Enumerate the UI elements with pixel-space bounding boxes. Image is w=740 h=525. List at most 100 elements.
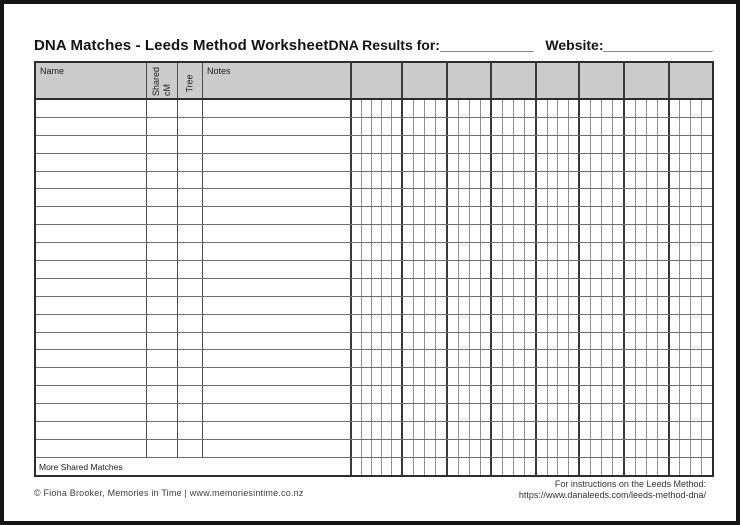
grid-cell <box>567 261 579 278</box>
notes-cell <box>202 100 350 117</box>
grid-cell <box>634 261 646 278</box>
name-cell <box>36 225 146 242</box>
grid-cell <box>645 207 657 225</box>
grid-cell <box>457 296 469 314</box>
shared-cm-cell <box>146 117 177 135</box>
grid-cell <box>656 350 668 368</box>
grid-group <box>623 350 668 368</box>
grid-cell <box>492 189 502 206</box>
grid-group <box>623 207 668 225</box>
grid-cell <box>567 278 579 296</box>
grid-group <box>534 368 579 386</box>
name-cell <box>36 100 146 117</box>
grid-cell <box>546 350 558 368</box>
grid-cell <box>690 314 701 332</box>
table-row <box>36 422 712 440</box>
grid-cell <box>645 117 657 135</box>
grid-cell <box>502 422 513 439</box>
grid-cell <box>557 243 568 261</box>
grid-cell <box>424 314 435 332</box>
grid-cell <box>670 189 680 206</box>
grid-cell <box>371 332 381 350</box>
footer-instructions: For instructions on the Leeds Method: ht… <box>519 479 706 500</box>
grid-group <box>445 439 491 457</box>
grid-group <box>623 261 668 278</box>
tree-cell <box>177 350 202 368</box>
grid-cell <box>352 333 361 350</box>
grid-cell <box>361 153 371 171</box>
grid-cell <box>502 386 513 404</box>
name-cell <box>36 404 146 421</box>
grid-cell <box>612 117 623 135</box>
grid-cell <box>645 332 657 350</box>
grid-cell <box>457 332 469 350</box>
grid-cell <box>371 171 381 189</box>
table-row <box>36 386 713 405</box>
results-line: DNA Results for:____________ Website:____… <box>328 37 712 53</box>
grid-cell <box>546 368 558 386</box>
grid-cell <box>580 154 590 171</box>
grid-cell <box>670 207 680 224</box>
grid-cell <box>590 350 601 368</box>
grid-cell <box>403 279 413 296</box>
table-row <box>36 314 712 333</box>
grid-cell <box>557 314 568 332</box>
grid-cell <box>656 439 668 457</box>
notes-cell <box>202 117 350 135</box>
grid-group <box>578 457 623 475</box>
grid-cell <box>457 189 469 207</box>
grid-cell <box>403 386 413 403</box>
grid-cell <box>645 171 657 189</box>
grid-cell <box>413 135 424 153</box>
grid-cell <box>381 261 391 278</box>
grid-cell <box>690 350 701 368</box>
grid-group <box>401 404 446 422</box>
grid-group <box>623 404 668 422</box>
grid-group <box>401 368 446 386</box>
grid-cell <box>612 439 623 457</box>
grid-cell <box>424 350 435 368</box>
grid-cell <box>468 439 480 457</box>
grid-cell <box>381 386 391 404</box>
grid-cell <box>403 297 413 314</box>
grid-cell <box>701 225 712 243</box>
name-cell <box>36 315 146 332</box>
grid-cell <box>634 153 646 171</box>
shared-cm-cell <box>146 386 177 404</box>
grid-cell <box>381 404 391 422</box>
grid-cell <box>625 100 635 117</box>
grid-group <box>350 368 401 386</box>
grid-cell <box>468 153 480 171</box>
grid-group <box>445 278 491 296</box>
grid-group <box>667 243 713 261</box>
website-label: Website: <box>545 37 604 53</box>
grid-cell <box>492 207 502 224</box>
grid-cell <box>479 100 491 117</box>
grid-cell <box>361 261 371 278</box>
grid-cell <box>546 135 558 153</box>
grid-cell <box>701 439 712 457</box>
grid-group <box>667 386 713 404</box>
grid-header-group <box>490 63 535 98</box>
grid-group <box>667 439 713 457</box>
grid-cell <box>435 261 446 278</box>
name-cell <box>36 297 146 314</box>
grid-cell <box>381 350 391 368</box>
table-row <box>36 261 712 279</box>
grid-cell <box>361 422 371 439</box>
name-cell <box>36 172 146 189</box>
grid-cell <box>656 207 668 225</box>
grid-cell <box>361 278 371 296</box>
grid-cell <box>679 457 690 475</box>
grid-cell <box>670 172 680 189</box>
grid-cell <box>448 333 458 350</box>
grid-cell <box>371 368 381 386</box>
grid-cell <box>381 296 391 314</box>
grid-cell <box>537 458 547 475</box>
grid-group <box>445 100 491 117</box>
grid-cell <box>690 207 701 225</box>
grid-cell <box>670 368 680 385</box>
grid-cell <box>448 154 458 171</box>
grid-group <box>578 261 623 278</box>
